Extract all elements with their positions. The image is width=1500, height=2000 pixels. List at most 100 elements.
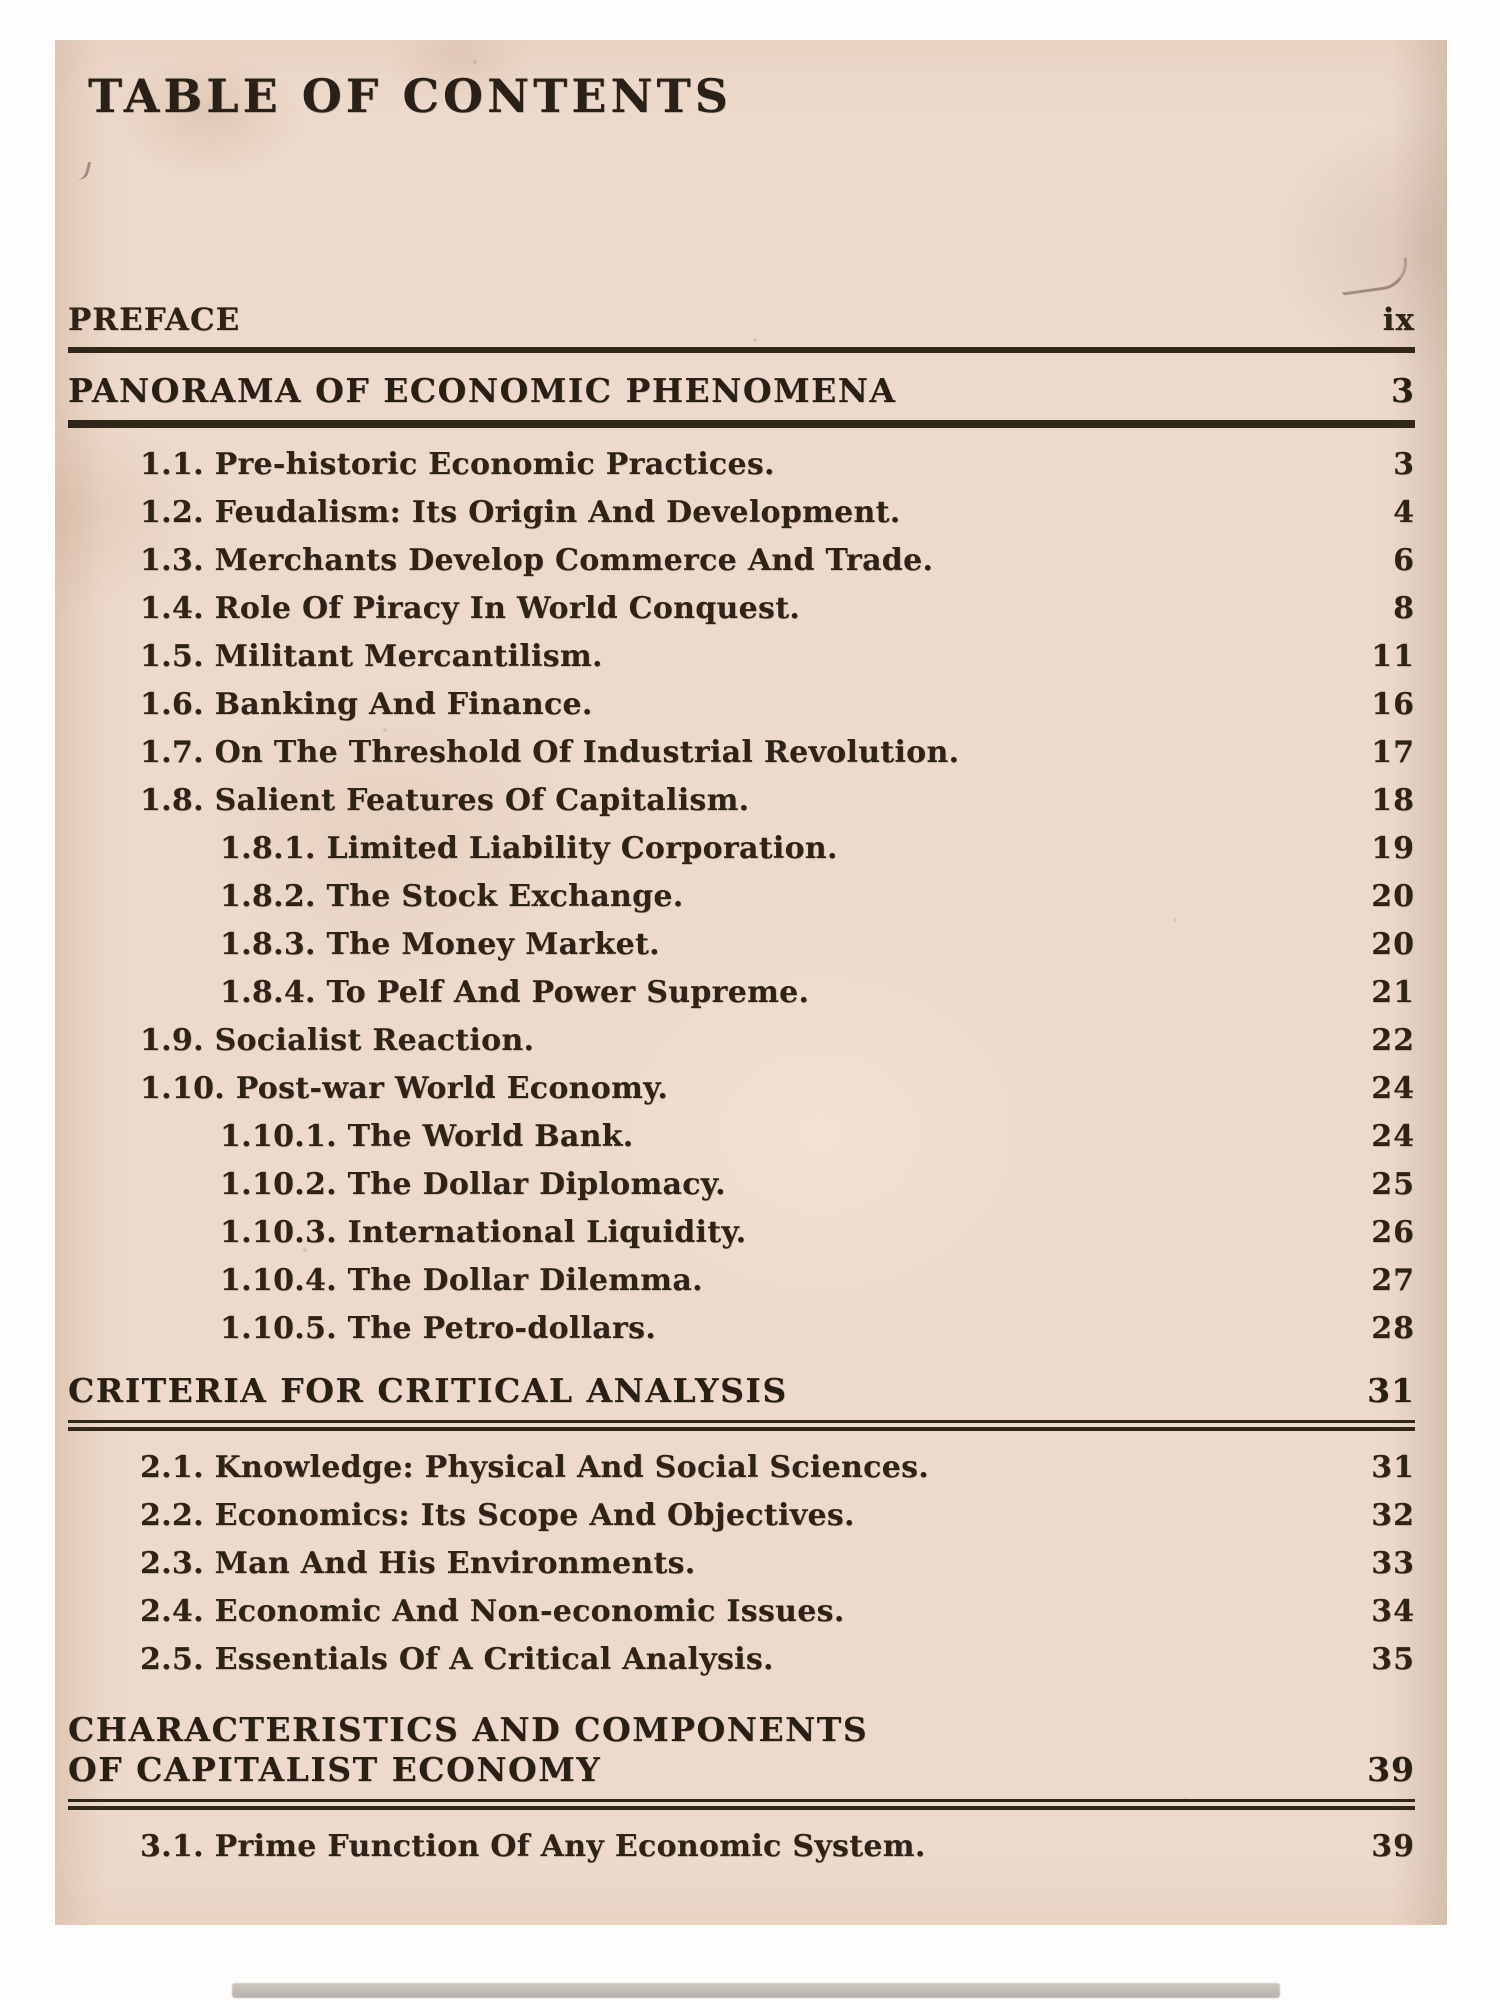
toc-section: PANORAMA OF ECONOMIC PHENOMENA 3 1.1. Pre-… (68, 371, 1415, 1353)
section-divider (68, 1799, 1415, 1810)
page-title: TABLE OF CONTENTS (88, 69, 732, 123)
section-divider (68, 420, 1415, 428)
toc-item-page-number: 19 (1371, 831, 1415, 866)
toc-sections: PANORAMA OF ECONOMIC PHENOMENA 3 1.1. Pre-… (68, 371, 1415, 1871)
toc-rows: 2.1. Knowledge: Physical And Social Scie… (68, 1444, 1415, 1684)
toc-item: 1.10.2. The Dollar Diplomacy. 25 (68, 1161, 1415, 1209)
toc-item: 1.10.3. International Liquidity. 26 (68, 1209, 1415, 1257)
toc-item-page-number: 16 (1371, 687, 1415, 722)
preface-row: PREFACE ix (68, 302, 1415, 338)
toc-item-text: 1.8.3. The Money Market. (220, 927, 660, 962)
toc-item-page-number: 3 (1393, 447, 1415, 482)
toc-item-page-number: 39 (1371, 1829, 1415, 1864)
toc-content: TABLE OF CONTENTS PREFACE ix PANORAMA OF… (55, 73, 1447, 1871)
toc-item-page-number: 35 (1371, 1642, 1415, 1677)
toc-item: 2.5. Essentials Of A Critical Analysis. 3… (68, 1636, 1415, 1684)
toc-item-page-number: 8 (1393, 591, 1415, 626)
toc-item: 1.8.2. The Stock Exchange. 20 (68, 873, 1415, 921)
toc-item: 1.10. Post-war World Economy. 24 (68, 1065, 1415, 1113)
toc-item-text: 1.10.3. International Liquidity. (220, 1215, 747, 1250)
section-heading-text: CRITERIA FOR CRITICAL ANALYSIS (68, 1371, 788, 1410)
toc-item: 1.2. Feudalism: Its Origin And Developme… (68, 489, 1415, 537)
toc-item: 1.8.3. The Money Market. 20 (68, 921, 1415, 969)
toc-item: 2.4. Economic And Non-economic Issues. 34 (68, 1588, 1415, 1636)
section-heading-lines: CRITERIA FOR CRITICAL ANALYSIS (68, 1371, 1345, 1411)
toc-item-page-number: 34 (1371, 1594, 1415, 1629)
toc-item: 1.8.4. To Pelf And Power Supreme. 21 (68, 969, 1415, 1017)
section-heading: CHARACTERISTICS AND COMPONENTS OF CAPITAL… (68, 1710, 1415, 1790)
toc-item-text: 1.5. Militant Mercantilism. (140, 639, 603, 674)
toc-item: 1.4. Role Of Piracy In World Conquest. 8 (68, 585, 1415, 633)
toc-item: 2.1. Knowledge: Physical And Social Scie… (68, 1444, 1415, 1492)
section-heading: CRITERIA FOR CRITICAL ANALYSIS 31 (68, 1371, 1415, 1411)
toc-item-text: 1.8. Salient Features Of Capitalism. (140, 783, 750, 818)
toc-item: 2.3. Man And His Environments. 33 (68, 1540, 1415, 1588)
section-page-number: 3 (1391, 371, 1415, 410)
toc-item-text: 3.1. Prime Function Of Any Economic Syst… (140, 1829, 926, 1864)
toc-item-page-number: 25 (1371, 1167, 1415, 1202)
toc-item-text: 1.8.2. The Stock Exchange. (220, 879, 684, 914)
toc-item-page-number: 22 (1371, 1023, 1415, 1058)
toc-item-page-number: 20 (1371, 879, 1415, 914)
toc-item-text: 2.3. Man And His Environments. (140, 1546, 696, 1581)
toc-item-text: 1.8.1. Limited Liability Corporation. (220, 831, 838, 866)
toc-item-page-number: 28 (1371, 1311, 1415, 1346)
toc-item-page-number: 20 (1371, 927, 1415, 962)
toc-item: 1.6. Banking And Finance. 16 (68, 681, 1415, 729)
toc-item-text: 1.6. Banking And Finance. (140, 687, 593, 722)
book-page: TABLE OF CONTENTS PREFACE ix PANORAMA OF… (55, 40, 1447, 1925)
toc-item: 1.10.1. The World Bank. 24 (68, 1113, 1415, 1161)
section-heading-lines: PANORAMA OF ECONOMIC PHENOMENA (68, 371, 1345, 411)
toc-item-page-number: 26 (1371, 1215, 1415, 1250)
toc-item: 1.8. Salient Features Of Capitalism. 18 (68, 777, 1415, 825)
toc-item: 1.7. On The Threshold Of Industrial Revo… (68, 729, 1415, 777)
toc-item: 1.10.4. The Dollar Dilemma. 27 (68, 1257, 1415, 1305)
toc-item: 2.2. Economics: Its Scope And Objectives… (68, 1492, 1415, 1540)
toc-item: 1.1. Pre-historic Economic Practices. 3 (68, 441, 1415, 489)
section-heading-lines: CHARACTERISTICS AND COMPONENTS OF CAPITAL… (68, 1710, 1345, 1790)
toc-item: 1.10.5. The Petro-dollars. 28 (68, 1305, 1415, 1353)
toc-item-page-number: 32 (1371, 1498, 1415, 1533)
section-divider (68, 1420, 1415, 1431)
toc-item-text: 1.10.4. The Dollar Dilemma. (220, 1263, 703, 1298)
toc-item-text: 1.10.1. The World Bank. (220, 1119, 634, 1154)
toc-item-text: 1.10. Post-war World Economy. (140, 1071, 669, 1106)
toc-item-text: 1.10.2. The Dollar Diplomacy. (220, 1167, 726, 1202)
toc-item-text: 1.10.5. The Petro-dollars. (220, 1311, 657, 1346)
toc-item-page-number: 31 (1371, 1450, 1415, 1485)
toc-item-page-number: 33 (1371, 1546, 1415, 1581)
toc-item: 1.9. Socialist Reaction. 22 (68, 1017, 1415, 1065)
toc-item: 3.1. Prime Function Of Any Economic Syst… (68, 1823, 1415, 1871)
toc-item-page-number: 24 (1371, 1071, 1415, 1106)
section-page-number: 39 (1367, 1750, 1415, 1789)
toc-item-page-number: 21 (1371, 975, 1415, 1010)
section-heading: PANORAMA OF ECONOMIC PHENOMENA 3 (68, 371, 1415, 411)
toc-item: 1.8.1. Limited Liability Corporation. 19 (68, 825, 1415, 873)
preface-page-number: ix (1382, 302, 1415, 338)
toc-item: 1.5. Militant Mercantilism. 11 (68, 633, 1415, 681)
toc-section: CRITERIA FOR CRITICAL ANALYSIS 31 2.1. Kno… (68, 1371, 1415, 1684)
toc-item-text: 1.1. Pre-historic Economic Practices. (140, 447, 775, 482)
toc-item-page-number: 27 (1371, 1263, 1415, 1298)
toc-item-text: 1.8.4. To Pelf And Power Supreme. (220, 975, 810, 1010)
toc-item-page-number: 11 (1371, 639, 1415, 674)
toc-rows: 1.1. Pre-historic Economic Practices. 3 1.… (68, 441, 1415, 1353)
toc-item-page-number: 17 (1371, 735, 1415, 770)
preface-divider (68, 347, 1415, 353)
toc-item-text: 1.9. Socialist Reaction. (140, 1023, 535, 1058)
toc-item-page-number: 6 (1393, 543, 1415, 578)
preface-label: PREFACE (68, 302, 241, 338)
toc-item-page-number: 18 (1371, 783, 1415, 818)
toc-item-text: 2.1. Knowledge: Physical And Social Scie… (140, 1450, 930, 1485)
section-page-number: 31 (1367, 1371, 1415, 1410)
toc-rows: 3.1. Prime Function Of Any Economic Syst… (68, 1823, 1415, 1871)
scan-edge-artifact (232, 1983, 1280, 1998)
toc-item: 1.3. Merchants Develop Commerce And Trad… (68, 537, 1415, 585)
toc-item-page-number: 4 (1393, 495, 1415, 530)
toc-item-text: 2.2. Economics: Its Scope And Objectives… (140, 1498, 855, 1533)
toc-section: CHARACTERISTICS AND COMPONENTS OF CAPITAL… (68, 1710, 1415, 1871)
toc-item-page-number: 24 (1371, 1119, 1415, 1154)
toc-item-text: 2.5. Essentials Of A Critical Analysis. (140, 1642, 774, 1677)
section-heading-text: OF CAPITALIST ECONOMY (68, 1750, 602, 1789)
